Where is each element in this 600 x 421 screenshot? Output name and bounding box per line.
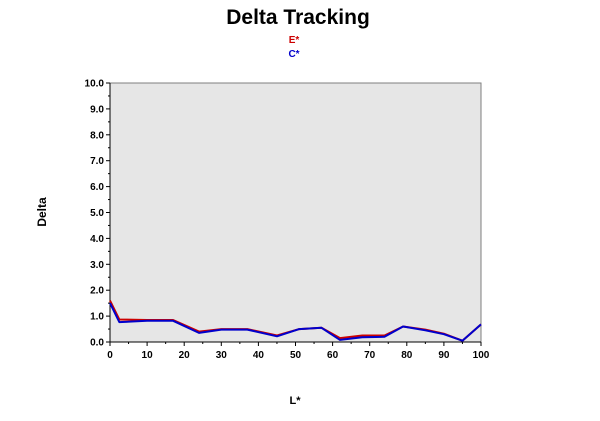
y-tick-label: 9.0 [90,104,104,115]
y-tick-label: 2.0 [90,286,104,297]
x-tick-label: 30 [216,350,228,361]
x-tick-label: 0 [107,350,113,361]
legend-entry-e: E* [288,35,300,46]
y-tick-label: 3.0 [90,260,104,271]
x-tick-label: 70 [364,350,376,361]
y-tick-label: 4.0 [90,234,104,245]
y-tick-label: 7.0 [90,156,104,167]
x-tick-label: 50 [290,350,302,361]
y-tick-label: 1.0 [90,312,104,323]
y-tick-label: 10.0 [85,79,105,90]
x-tick-label: 80 [401,350,413,361]
y-tick-label: 6.0 [90,182,104,193]
x-tick-label: 20 [179,350,191,361]
x-tick-label: 60 [327,350,339,361]
legend-entry-c: C* [288,49,300,60]
y-tick-label: 8.0 [90,130,104,141]
x-tick-label: 40 [253,350,265,361]
x-tick-label: 90 [438,350,450,361]
y-tick-label: 0.0 [90,338,104,349]
chart-title: Delta Tracking [226,6,370,29]
x-tick-label: 10 [142,350,154,361]
x-tick-label: 100 [473,350,490,361]
series-line-c [109,302,482,342]
plot-background [109,82,482,343]
x-axis-label: L* [289,395,301,407]
y-tick-label: 5.0 [90,208,104,219]
